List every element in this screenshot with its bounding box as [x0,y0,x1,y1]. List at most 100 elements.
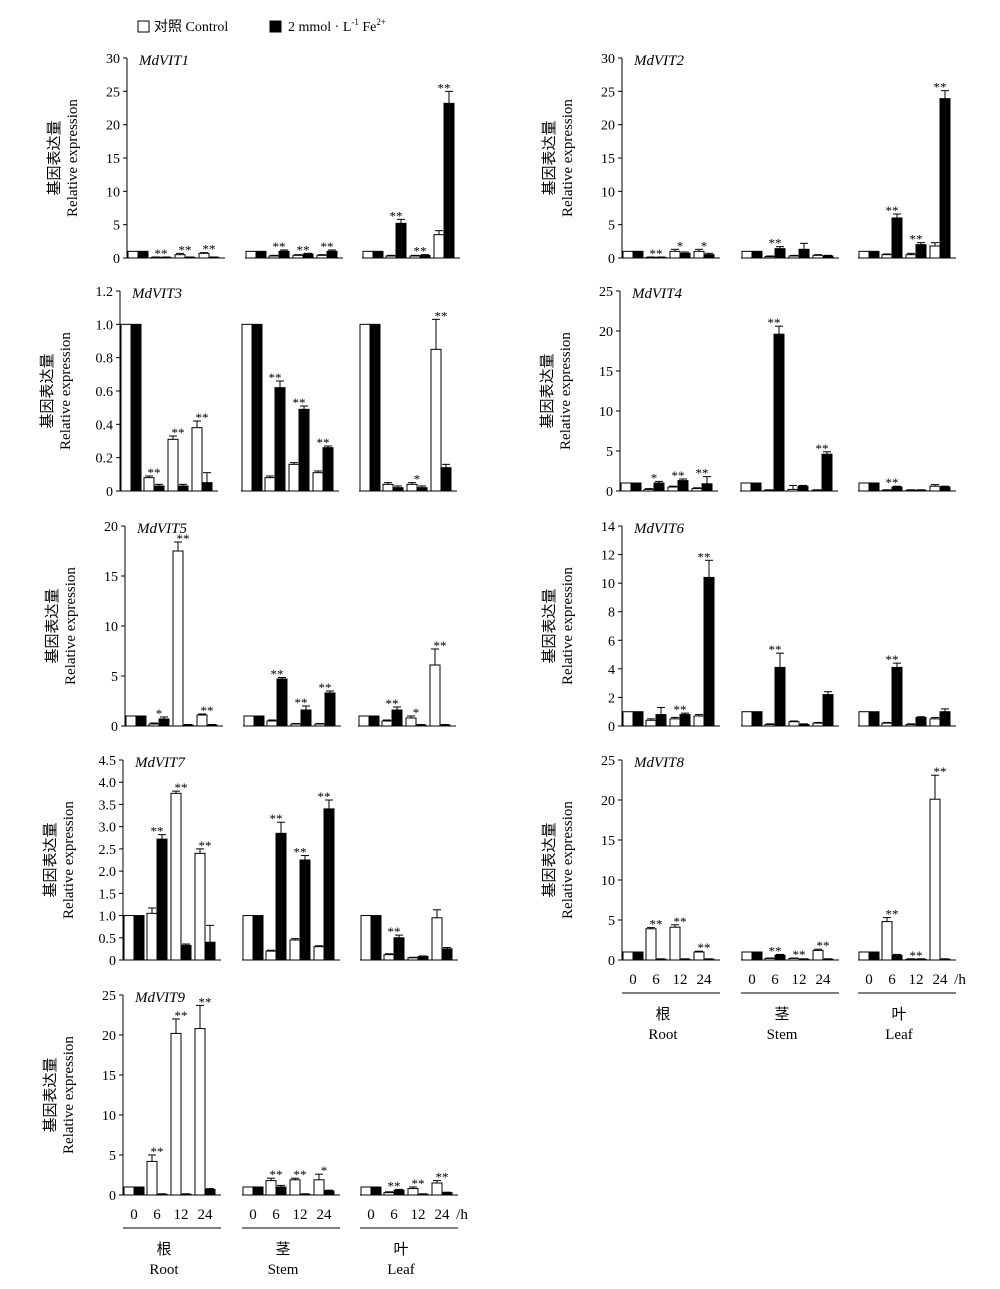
bar-control [881,489,893,492]
y-tick-label: 0.2 [96,452,114,467]
tissue-label-cn: 叶 [393,1241,408,1258]
bar-control [858,711,870,727]
bar-treatment [299,859,311,961]
y-label-en: Relative expression [58,332,74,450]
y-tick-label: 10 [601,874,615,889]
significance-marker: ** [696,466,709,481]
tissue-label-cn: 茎 [774,1006,789,1023]
y-tick-label: 6 [608,634,615,649]
significance-marker: ** [151,1144,164,1159]
x-tick-label: 6 [153,1207,161,1223]
bar-treatment [298,408,310,492]
bar-treatment [395,222,407,259]
y-tick-label: 15 [601,834,615,849]
legend-swatch-treatment [269,20,282,33]
y-tick-label: 0 [608,720,615,735]
y-tick-label: 5 [608,219,615,234]
bar-control [383,954,395,961]
bar-control [268,255,280,259]
bar-control [764,957,776,961]
significance-marker: * [414,472,421,487]
bar-treatment [868,482,880,492]
bar-treatment [915,716,927,727]
y-tick-label: 15 [106,152,120,167]
chart-panel-mdvit1: 0 5 10 15 20 25 30 MdVIT1 基因表达量 Relative expressi… [46,52,460,267]
significance-marker: ** [434,638,447,653]
y-tick-label: 1.0 [99,910,117,925]
bar-treatment [253,715,265,727]
significance-marker: ** [674,702,687,717]
y-tick-label: 0.4 [96,418,114,433]
significance-marker: ** [436,1170,449,1185]
y-tick-label: 1.5 [99,887,117,902]
y-tick-label: 20 [601,119,615,134]
tissue-label-cn: 根 [156,1241,171,1258]
bar-treatment [369,323,381,492]
y-tick-label: 25 [102,989,116,1004]
tissue-label-en: Root [149,1262,179,1278]
significance-marker: ** [155,246,168,261]
y-label-en: Relative expression [63,567,79,685]
significance-marker: ** [412,1176,425,1191]
chart-panel-mdvit9: 0 5 10 15 20 25 MdVIT9 基因表达量 Relative expression… [42,989,468,1278]
x-tick-label: 0 [629,972,637,988]
bar-treatment [322,447,334,492]
y-label-cn: 基因表达量 [42,1057,59,1132]
bar-treatment [299,1193,311,1196]
significance-marker: ** [390,208,403,223]
bar-treatment [655,714,667,727]
significance-marker: ** [910,948,923,963]
bar-treatment [135,715,147,727]
bar-control [288,463,300,492]
x-tick-label: 6 [888,972,896,988]
significance-marker: ** [196,410,209,425]
legend-label-control: 对照 Control [154,19,228,35]
y-label-en: Relative expression [558,332,574,450]
bar-control [905,489,917,492]
bar-treatment [180,944,192,961]
y-tick-label: 2.5 [99,843,117,858]
tissue-label-en: Root [648,1027,678,1043]
bar-treatment [182,724,194,727]
bar-control [245,250,257,259]
y-tick-label: 0.5 [99,932,117,947]
x-tick-label: 0 [748,972,756,988]
y-tick-label: 4 [608,663,615,678]
y-tick-label: 8 [608,606,615,621]
bar-control [881,254,893,259]
bar-treatment [822,694,834,727]
chart-panel-mdvit2: 0 5 10 15 20 25 30 MdVIT2 基因表达量 Relative expressi… [541,52,956,267]
y-tick-label: 10 [106,185,120,200]
significance-marker: ** [934,80,947,95]
panel-title: MdVIT4 [631,286,682,302]
y-tick-label: 0.8 [96,352,114,367]
y-tick-label: 14 [601,520,615,535]
bar-treatment [798,724,810,727]
bar-treatment [891,217,903,259]
y-tick-label: 5 [111,670,118,685]
chart-panel-mdvit6: 0 2 4 6 8 10 12 14 MdVIT6 基因表达量 Relative expressio… [541,520,956,735]
x-tick-label: 0 [130,1207,138,1223]
bar-treatment [679,958,691,961]
bar-control [741,711,753,727]
bar-treatment [822,958,834,961]
significance-marker: ** [768,315,781,330]
bar-treatment [630,482,642,492]
bar-treatment [252,915,264,961]
y-label-en: Relative expression [65,99,81,217]
bar-treatment [251,323,263,492]
bar-control [362,250,374,259]
significance-marker: ** [886,652,899,667]
tissue-label-cn: 茎 [275,1241,290,1258]
bar-treatment [255,250,267,259]
bar-treatment [441,1192,453,1196]
bar-control [148,723,160,727]
bar-control [316,254,328,259]
significance-marker: ** [388,1178,401,1193]
tissue-label-cn: 叶 [891,1006,906,1023]
panel-title: MdVIT6 [633,521,684,537]
y-tick-label: 5 [109,1149,116,1164]
significance-marker: ** [817,938,830,953]
